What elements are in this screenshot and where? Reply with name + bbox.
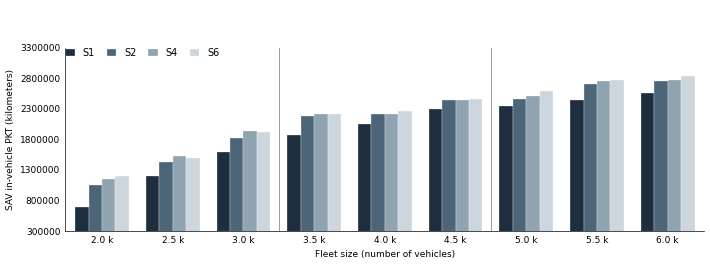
Bar [513,99,526,249]
Bar [75,207,89,249]
Bar [371,114,385,249]
Bar [540,91,553,249]
Bar [526,96,540,249]
Bar [611,80,624,249]
X-axis label: Fleet size (number of vehicles): Fleet size (number of vehicles) [315,250,455,259]
Y-axis label: SAV in-vehicle PKT (kilometers): SAV in-vehicle PKT (kilometers) [6,69,15,210]
Bar [288,135,301,249]
Bar [327,114,341,249]
Bar [385,114,398,249]
Bar [217,152,230,249]
Bar [257,132,271,249]
Bar [159,162,173,249]
Bar [469,99,482,249]
Bar [102,179,116,249]
Bar [442,100,456,249]
Bar [89,185,102,249]
Bar [456,100,469,249]
Bar [173,156,186,249]
Bar [230,138,244,249]
Bar [398,111,412,249]
Bar [301,116,314,249]
Bar [314,114,327,249]
Bar [570,100,584,249]
Bar [584,84,597,249]
Legend: S1, S2, S4, S6: S1, S2, S4, S6 [65,48,219,58]
Bar [244,131,257,249]
Bar [358,124,371,249]
Bar [499,106,513,249]
Bar [667,80,681,249]
Bar [654,81,667,249]
Bar [641,93,654,249]
Bar [186,158,200,249]
Bar [429,109,442,249]
Bar [146,176,159,249]
Bar [597,81,611,249]
Bar [681,76,694,249]
Bar [116,176,129,249]
